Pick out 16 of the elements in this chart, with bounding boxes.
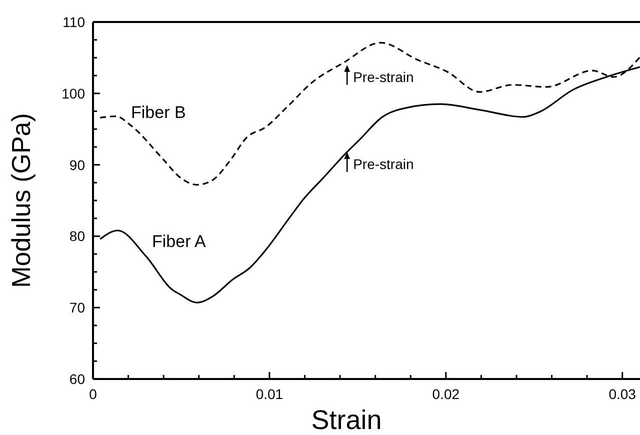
x-tick-label: 0.03	[608, 386, 636, 402]
y-axis-title: Modulus (GPa)	[6, 113, 36, 288]
x-tick-label: 0.02	[432, 386, 460, 402]
x-tick-label: 0	[89, 386, 98, 402]
annotation: Pre-strain	[353, 68, 414, 85]
series-label: Fiber B	[131, 103, 186, 122]
y-tick-label: 100	[62, 85, 86, 102]
x-axis-title: Strain	[311, 405, 382, 435]
series-label: Fiber A	[152, 232, 207, 251]
annotation: Pre-strain	[353, 156, 414, 172]
y-tick-label: 110	[62, 14, 86, 30]
y-tick-label: 70	[69, 300, 86, 316]
y-tick-label: 90	[69, 156, 86, 173]
x-tick-label: 0.01	[256, 386, 284, 402]
y-tick-label: 60	[69, 371, 86, 387]
y-tick-label: 80	[69, 228, 86, 244]
